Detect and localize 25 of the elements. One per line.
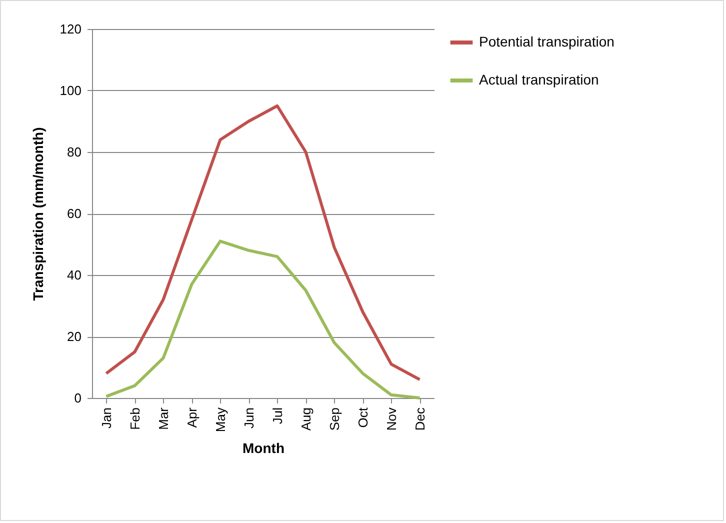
x-tick-label: Mar — [156, 406, 171, 430]
legend-label: Actual transpiration — [479, 72, 599, 88]
x-tick-label: Feb — [127, 408, 142, 430]
x-tick-label: Jul — [270, 407, 285, 424]
x-tick-label: May — [212, 407, 228, 432]
x-tick-label: Dec — [412, 407, 428, 431]
x-tick-label: Jun — [241, 408, 256, 428]
line-series — [104, 240, 422, 400]
x-tick-label: Nov — [384, 407, 399, 431]
y-tick-label: 100 — [60, 83, 82, 98]
legend-label: Potential transpiration — [479, 34, 614, 50]
y-tick-label: 80 — [67, 144, 82, 160]
x-tick-label: Sep — [326, 408, 342, 431]
y-tick-label: 20 — [67, 329, 82, 344]
line-series — [104, 104, 422, 382]
y-tick-label: 60 — [67, 206, 82, 221]
y-axis-title: Transpiration (mm/month) — [30, 127, 46, 301]
y-tick-label: 0 — [74, 390, 82, 406]
x-tick-label: Jan — [98, 408, 114, 428]
y-tick-label: 120 — [60, 22, 82, 36]
y-tick-label: 40 — [67, 268, 82, 282]
x-tick-label: Aug — [298, 408, 314, 431]
x-tick-label: Oct — [355, 407, 370, 428]
x-tick-label: Apr — [184, 406, 200, 428]
x-axis-title: Month — [242, 440, 284, 456]
